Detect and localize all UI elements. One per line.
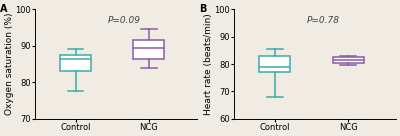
PathPatch shape — [134, 40, 164, 59]
Y-axis label: Oxygen saturation (%): Oxygen saturation (%) — [5, 13, 14, 115]
PathPatch shape — [333, 57, 364, 63]
Text: P=0.09: P=0.09 — [108, 16, 140, 24]
Text: B: B — [199, 4, 206, 14]
Text: A: A — [0, 4, 7, 14]
PathPatch shape — [60, 55, 91, 71]
PathPatch shape — [260, 56, 290, 72]
Text: P=0.78: P=0.78 — [307, 16, 340, 24]
Y-axis label: Heart rate (beats/min): Heart rate (beats/min) — [204, 13, 213, 115]
